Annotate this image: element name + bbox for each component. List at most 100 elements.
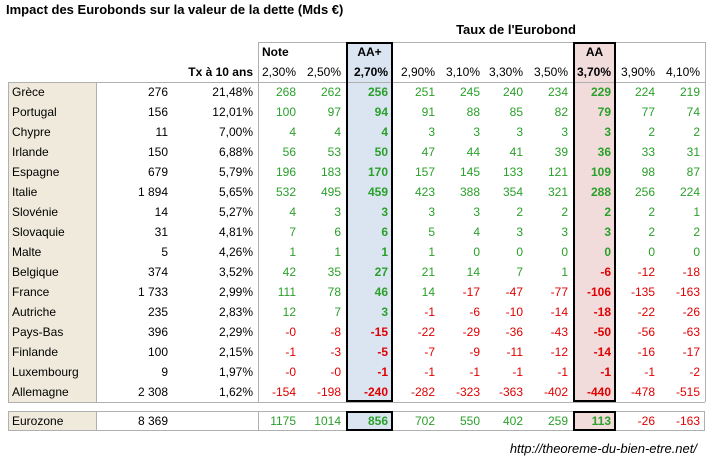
impact-value: 4 [473,225,480,239]
impact-value: 74 [686,105,700,119]
impact-value: 31 [686,145,700,159]
impact-value: 354 [502,185,523,199]
table-row-debt: 156 [147,105,168,119]
impact-value: 1014 [314,414,341,428]
impact-value: -10 [505,305,523,319]
impact-value: 0 [473,245,480,259]
impact-value: 98 [641,165,655,179]
impact-value: 256 [634,185,655,199]
table-row-country: Slovaquie [12,225,65,239]
impact-value: 423 [414,185,435,199]
table-row-tx: 3,52% [218,265,253,279]
impact-value: 79 [597,105,611,119]
impact-value: 5 [428,225,435,239]
eurobond-rate-header: Taux de l'Eurobond [456,22,576,37]
impact-value: 35 [327,265,341,279]
table-row-country: Portugal [12,105,57,119]
impact-value: -22 [417,325,435,339]
impact-value: 39 [554,145,568,159]
impact-value: -402 [543,385,568,399]
impact-value: 183 [320,165,341,179]
impact-value: -6 [469,305,480,319]
impact-value: 0 [604,245,611,259]
impact-value: 6 [334,225,341,239]
impact-value: 0 [516,245,523,259]
impact-value: 111 [277,285,296,299]
impact-value: 2 [648,205,655,219]
impact-value: 46 [374,285,388,299]
impact-value: -5 [377,345,388,359]
impact-value: 321 [547,185,568,199]
table-row-country: Pays-Bas [12,325,64,339]
impact-value: 87 [686,165,700,179]
impact-value: 3 [428,125,435,139]
impact-value: 56 [282,145,296,159]
impact-value: 0 [561,245,568,259]
table-row-tx: 2,15% [218,345,253,359]
impact-value: -14 [593,345,611,359]
table-row-country: France [12,285,50,299]
impact-value: 85 [509,105,523,119]
aaplus-group-label: AA+ [357,45,382,59]
impact-value: -77 [550,285,568,299]
impact-value: -0 [285,325,296,339]
impact-value: -50 [593,325,611,339]
impact-value: -15 [370,325,388,339]
table-row-debt: 14 [154,205,168,219]
table-row-tx: 1,97% [218,365,253,379]
impact-value: 288 [590,185,611,199]
impact-value: -11 [506,345,523,359]
impact-value: 33 [641,145,655,159]
total-row-country: Eurozone [12,414,64,428]
impact-value: 550 [459,414,480,428]
impact-value: 53 [327,145,341,159]
impact-value: 3 [516,225,523,239]
impact-value: 3 [561,225,568,239]
impact-value: -1 [600,365,611,379]
impact-value: -0 [285,365,296,379]
impact-value: 219 [679,85,700,99]
table-row-country: Espagne [12,165,60,179]
tx-10y-header: Tx à 10 ans [188,65,253,79]
impact-value: 3 [561,125,568,139]
table-row-debt: 31 [154,225,168,239]
impact-value: 2 [516,205,523,219]
impact-value: 91 [421,105,435,119]
impact-value: 7 [289,225,296,239]
impact-value: 82 [554,105,568,119]
impact-value: -3 [330,345,341,359]
impact-value: 157 [414,165,435,179]
note-group-label: Note [262,45,289,59]
impact-value: 1 [428,245,435,259]
impact-value: -163 [675,285,700,299]
rate-header: 3,70% [576,65,611,79]
table-row-debt: 1 733 [137,285,168,299]
impact-value: 100 [275,105,296,119]
impact-value: -1 [424,365,435,379]
impact-value: 856 [367,414,388,428]
impact-value: 3 [381,305,388,319]
impact-value: -8 [330,325,341,339]
impact-value: 256 [367,85,388,99]
impact-value: -56 [637,325,655,339]
impact-value: 12 [282,305,296,319]
table-row-country: Italie [12,185,38,199]
table-row-tx: 7,00% [218,125,253,139]
impact-value: 2 [693,225,700,239]
table-row-country: Slovénie [12,205,59,219]
impact-value: -440 [586,385,611,399]
impact-value: 1175 [270,414,296,428]
impact-value: 3 [473,125,480,139]
total-row-debt: 8 369 [137,414,168,428]
impact-value: -18 [682,265,700,279]
impact-value: 532 [275,185,296,199]
impact-value: -29 [462,325,480,339]
impact-value: -106 [586,285,611,299]
impact-value: 3 [428,205,435,219]
impact-value: -36 [505,325,523,339]
impact-value: 21 [421,265,435,279]
table-row-tx: 5,79% [218,165,253,179]
impact-value: 44 [466,145,480,159]
table-title: Impact des Eurobonds sur la valeur de la… [6,2,344,17]
impact-value: 3 [604,225,611,239]
